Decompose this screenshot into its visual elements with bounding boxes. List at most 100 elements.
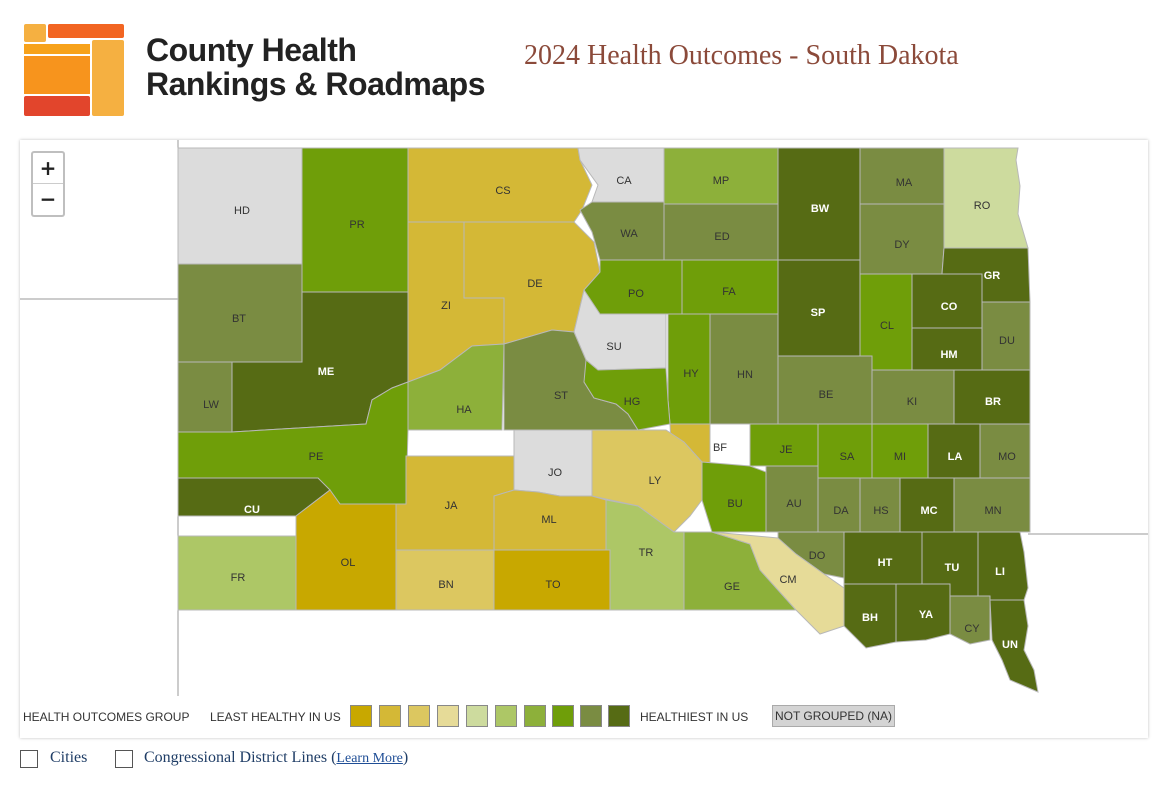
county-cy[interactable] — [949, 595, 991, 645]
county-un[interactable] — [989, 599, 1039, 693]
county-label-mi: MI — [894, 451, 906, 463]
county-label-bf: BF — [713, 442, 727, 454]
county-label-hy: HY — [683, 368, 699, 380]
legend-swatch-2 — [379, 705, 401, 727]
county-label-sp: SP — [811, 307, 826, 319]
county-label-du: DU — [999, 335, 1015, 347]
county-label-ja: JA — [445, 500, 459, 512]
county-label-po: PO — [628, 288, 644, 300]
county-lw[interactable] — [177, 361, 233, 433]
cities-checkbox[interactable] — [20, 750, 38, 768]
county-label-hm: HM — [940, 349, 957, 361]
legend-least-label: LEAST HEALTHY IN US — [210, 710, 341, 724]
learn-more-link[interactable]: Learn More — [336, 751, 403, 766]
county-label-lw: LW — [203, 399, 219, 411]
legend-not-grouped: NOT GROUPED (NA) — [772, 705, 895, 727]
zoom-out-button[interactable]: − — [39, 187, 57, 211]
county-label-un: UN — [1002, 639, 1018, 651]
county-label-me: ME — [318, 366, 335, 378]
county-label-jo: JO — [548, 467, 563, 479]
county-label-ol: OL — [341, 557, 356, 569]
legend: HEALTH OUTCOMES GROUP LEAST HEALTHY IN U… — [20, 700, 1148, 732]
legend-swatch-6 — [495, 705, 517, 727]
county-label-ya: YA — [919, 609, 933, 621]
county-label-ge: GE — [724, 581, 740, 593]
county-label-ki: KI — [907, 396, 917, 408]
zoom-control: + − — [31, 151, 65, 217]
county-label-fa: FA — [722, 286, 736, 298]
county-label-be: BE — [819, 389, 834, 401]
county-label-mo: MO — [998, 451, 1016, 463]
legend-swatch-10 — [608, 705, 630, 727]
cities-label[interactable]: Cities — [50, 749, 88, 766]
county-label-cs: CS — [495, 185, 510, 197]
legend-title: HEALTH OUTCOMES GROUP — [23, 710, 190, 724]
county-label-st: ST — [554, 390, 568, 402]
county-label-fr: FR — [231, 572, 246, 584]
legend-swatch-4 — [437, 705, 459, 727]
county-label-bw: BW — [811, 203, 830, 215]
county-ro[interactable] — [943, 147, 1029, 249]
county-label-wa: WA — [620, 228, 638, 240]
county-jo[interactable] — [513, 429, 593, 497]
county-label-do: DO — [809, 550, 826, 562]
legend-swatch-1 — [350, 705, 372, 727]
legend-swatch-8 — [552, 705, 574, 727]
county-label-zi: ZI — [441, 300, 451, 312]
county-label-hg: HG — [624, 396, 641, 408]
county-label-ca: CA — [616, 175, 632, 187]
county-label-co: CO — [941, 301, 958, 313]
county-label-to: TO — [545, 579, 561, 591]
county-label-su: SU — [606, 341, 621, 353]
header: County Health Rankings & Roadmaps 2024 H… — [0, 0, 1168, 130]
county-bh[interactable] — [843, 583, 897, 649]
legend-swatch-9 — [580, 705, 602, 727]
chr-logo-icon[interactable] — [24, 24, 124, 116]
county-label-pr: PR — [349, 219, 364, 231]
county-label-dy: DY — [894, 239, 910, 251]
county-ly[interactable] — [591, 429, 703, 533]
county-label-li: LI — [995, 566, 1005, 578]
county-to[interactable] — [493, 549, 611, 611]
county-label-mc: MC — [920, 505, 937, 517]
logo-line-2: Rankings & Roadmaps — [146, 66, 486, 102]
county-label-bn: BN — [438, 579, 453, 591]
district-lines-checkbox[interactable] — [115, 750, 133, 768]
county-label-la: LA — [948, 451, 963, 463]
county-label-tr: TR — [639, 547, 654, 559]
district-lines-label[interactable]: Congressional District Lines (Learn More… — [144, 749, 408, 767]
county-label-pe: PE — [309, 451, 324, 463]
south-dakota-county-map[interactable]: HD PR CS CA MP BW MA RO WA ED DY GR BT ZI DE PO FA SP CL CO… — [20, 140, 1148, 700]
county-label-tu: TU — [945, 562, 960, 574]
county-mn[interactable] — [953, 477, 1031, 533]
county-label-hd: HD — [234, 205, 250, 217]
logo-line-1: County Health — [146, 32, 357, 68]
county-bu[interactable] — [701, 461, 767, 533]
county-label-sa: SA — [840, 451, 855, 463]
county-label-de: DE — [527, 278, 542, 290]
county-label-ma: MA — [896, 177, 913, 189]
county-ol[interactable] — [295, 489, 397, 611]
county-fr[interactable] — [177, 535, 297, 611]
county-ya[interactable] — [895, 583, 951, 643]
map-panel[interactable]: HD PR CS CA MP BW MA RO WA ED DY GR BT ZI DE PO FA SP CL CO… — [20, 140, 1148, 738]
county-label-ed: ED — [714, 231, 729, 243]
county-label-ro: RO — [974, 200, 991, 212]
county-label-da: DA — [833, 505, 849, 517]
county-label-je: JE — [780, 444, 793, 456]
county-label-ly: LY — [649, 475, 662, 487]
legend-swatch-5 — [466, 705, 488, 727]
county-label-br: BR — [985, 396, 1001, 408]
logo-text[interactable]: County Health Rankings & Roadmaps — [146, 32, 486, 102]
county-label-ml: ML — [541, 514, 556, 526]
zoom-in-button[interactable]: + — [33, 153, 63, 184]
county-label-bu: BU — [727, 498, 742, 510]
legend-swatch-7 — [524, 705, 546, 727]
district-lines-text: Congressional District Lines ( — [144, 749, 337, 766]
county-label-ht: HT — [878, 557, 893, 569]
legend-healthiest-label: HEALTHIEST IN US — [640, 710, 749, 724]
county-label-hs: HS — [873, 505, 888, 517]
page-title: 2024 Health Outcomes - South Dakota — [524, 40, 959, 71]
county-label-cm: CM — [779, 574, 796, 586]
county-ma[interactable] — [859, 147, 945, 205]
